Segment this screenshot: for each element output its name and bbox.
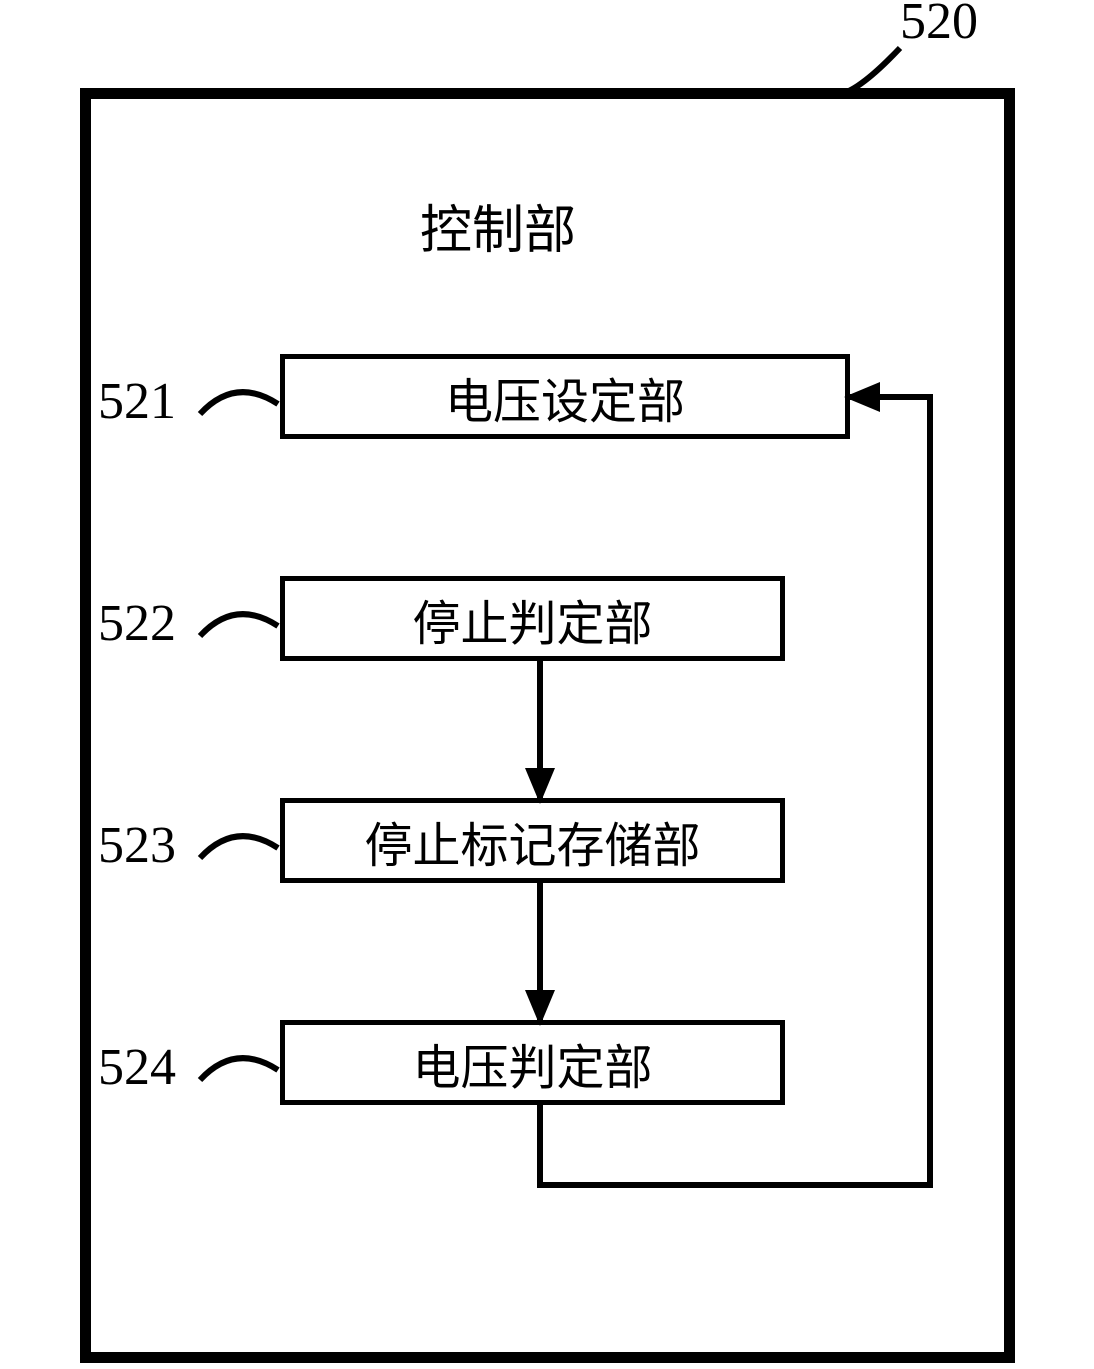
box-stop-judgment: 停止判定部 [280, 576, 785, 661]
ref-523: 523 [98, 816, 176, 875]
ref-521: 521 [98, 372, 176, 431]
ref-524: 524 [98, 1038, 176, 1097]
box-voltage-setting: 电压设定部 [280, 354, 850, 439]
diagram-canvas: 520 控制部 电压设定部 521 停止判定部 522 停止标记存储部 523 … [0, 0, 1094, 1369]
title-label: 控制部 [420, 188, 576, 263]
box-label: 停止标记存储部 [364, 806, 700, 876]
ref-522: 522 [98, 594, 176, 653]
outer-container [80, 88, 1015, 1363]
box-voltage-judgment: 电压判定部 [280, 1020, 785, 1105]
box-label: 电压设定部 [445, 362, 685, 432]
outer-ref-label: 520 [900, 0, 978, 51]
box-label: 电压判定部 [412, 1028, 652, 1098]
box-stop-flag-storage: 停止标记存储部 [280, 798, 785, 883]
box-label: 停止判定部 [412, 584, 652, 654]
